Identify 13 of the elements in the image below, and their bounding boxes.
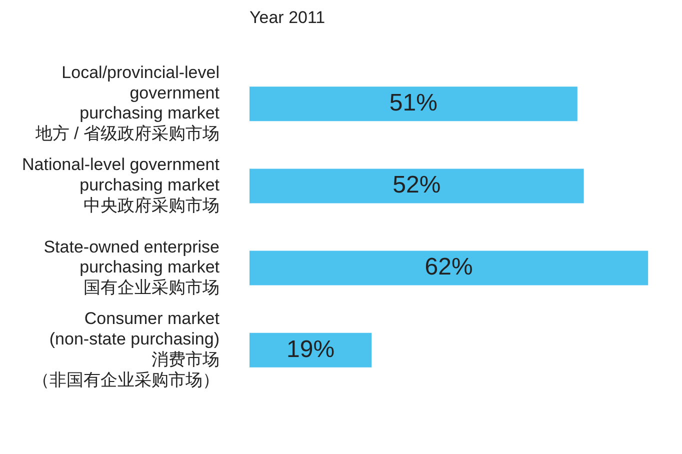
chart-title: Year 2011 [249, 8, 326, 28]
data-label: 51% [389, 89, 438, 116]
y-tick-label: National-level government purchasing market 中央政府采购市场 [22, 155, 220, 216]
bar [249, 250, 648, 286]
bar [249, 332, 372, 368]
y-tick-label: State-owned enterprise purchasing market 国有企业采购市场 [44, 237, 220, 298]
bar [249, 86, 578, 122]
data-label: 52% [392, 172, 441, 199]
bar [249, 168, 584, 204]
data-label: 62% [424, 254, 473, 281]
data-label: 19% [286, 336, 335, 363]
y-tick-label: Consumer market (non-state purchasing) 消费市场（非国有企业采购市场） [32, 309, 220, 390]
y-tick-label: Local/provincial-level government purchasing market 地方 / 省级政府采购市场 [34, 62, 220, 144]
